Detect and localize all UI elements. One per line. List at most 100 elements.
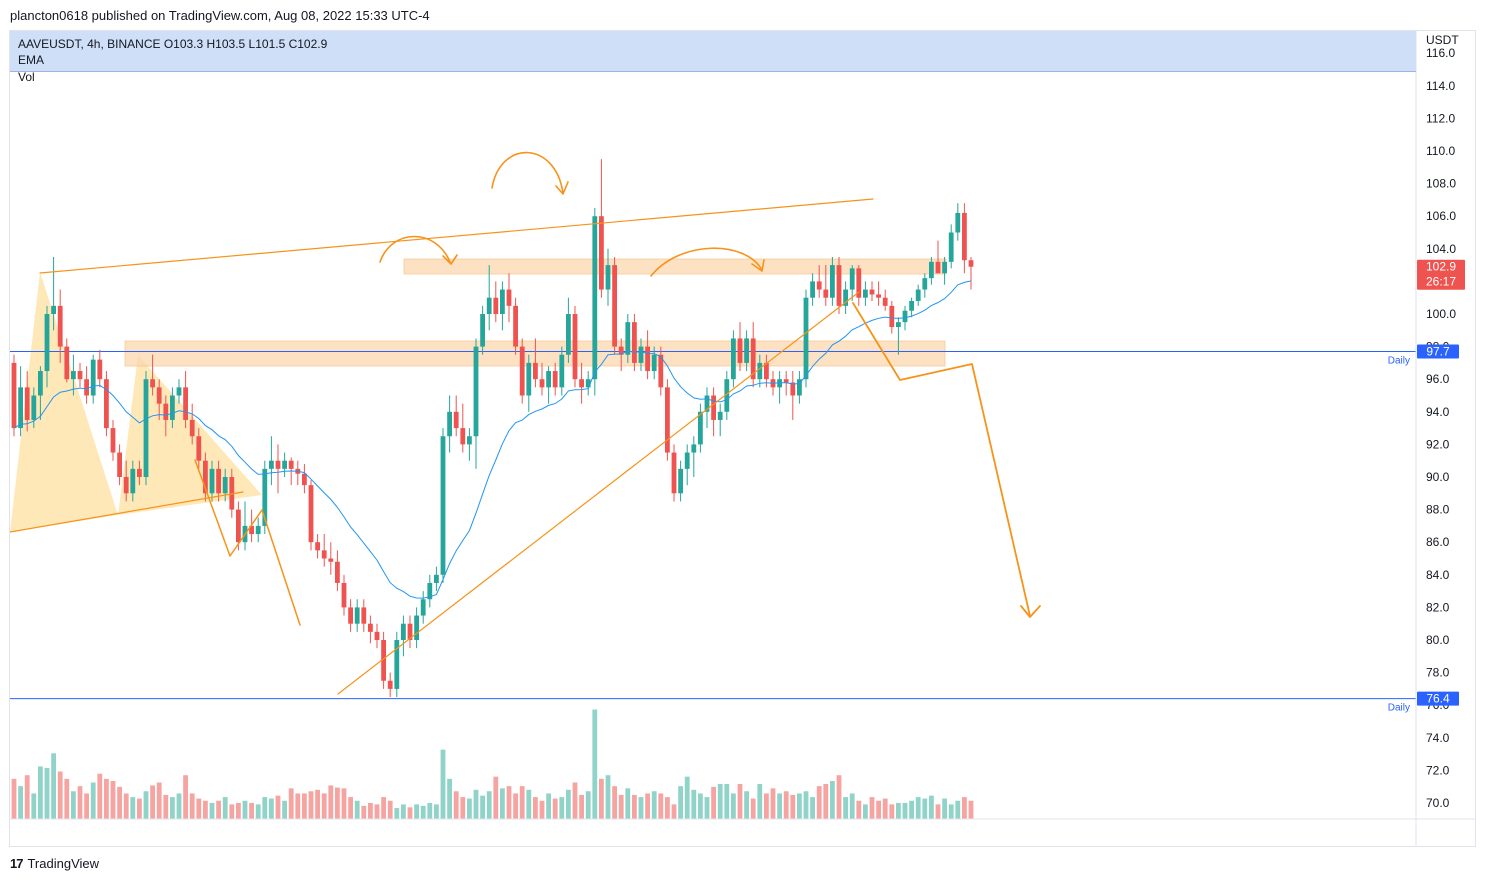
volume-bar	[863, 804, 868, 819]
price-tick-label: 100.0	[1426, 307, 1456, 321]
candle-body	[104, 379, 109, 429]
candle-body	[434, 574, 439, 583]
volume-bar	[156, 782, 162, 819]
candle-body	[44, 314, 50, 372]
candlestick-series	[11, 159, 974, 698]
volume-bar	[77, 786, 83, 819]
symbol-ohlc: AAVEUSDT, 4h, BINANCE O103.3 H103.5 L101…	[18, 37, 328, 51]
candle-body	[665, 387, 670, 453]
candle-body	[856, 268, 862, 298]
volume-bar	[882, 798, 888, 819]
candle-body	[929, 261, 934, 279]
candle-body	[24, 387, 30, 420]
candle-body	[97, 359, 103, 380]
volume-bar	[447, 778, 452, 819]
candle-body	[387, 680, 393, 689]
candle-body	[381, 640, 386, 681]
volume-bar	[18, 786, 23, 819]
volume-bar	[335, 787, 340, 819]
candle-body	[625, 322, 631, 355]
candle-body	[783, 379, 789, 383]
volume-bar	[737, 783, 743, 819]
candle-body	[869, 289, 875, 295]
candle-body	[150, 379, 155, 388]
candle-body	[315, 542, 320, 551]
candle-body	[18, 387, 23, 429]
price-tick-label: 112.0	[1426, 111, 1455, 125]
volume-bar	[203, 800, 208, 819]
candle-body	[51, 305, 56, 314]
volume-bar	[942, 798, 947, 819]
volume-bar	[104, 778, 109, 819]
price-tick-label: 72.0	[1426, 763, 1450, 777]
candle-body	[526, 362, 532, 396]
candle-body	[506, 289, 512, 306]
candle-body	[797, 379, 802, 396]
volume-bar	[579, 794, 584, 819]
price-tick-label: 78.0	[1426, 666, 1450, 680]
candle-body	[222, 477, 228, 494]
volume-bar	[348, 797, 353, 819]
volume-bar	[935, 804, 941, 819]
volume-bar	[519, 786, 525, 819]
candle-body	[572, 314, 578, 380]
candle-body	[612, 265, 617, 347]
volume-bar	[948, 804, 954, 819]
volume-bar	[24, 775, 30, 819]
candle-body	[143, 379, 149, 477]
chart-frame	[9, 30, 1476, 847]
volume-bar	[929, 795, 934, 819]
ema-label[interactable]: EMA	[18, 53, 45, 67]
volume-bar	[341, 788, 347, 819]
candle-body	[453, 411, 459, 429]
volume-bar	[566, 789, 571, 819]
volume-bar	[361, 805, 367, 819]
candle-body	[249, 525, 254, 535]
volume-bar	[401, 804, 406, 819]
candle-body	[513, 305, 518, 347]
candle-body	[38, 371, 43, 396]
tradingview-logo-icon: 17	[10, 856, 24, 871]
volume-bar	[64, 778, 70, 819]
candle-body	[830, 265, 835, 298]
volume-bar	[229, 804, 235, 819]
candle-body	[836, 265, 842, 306]
arc-head	[491, 151, 564, 194]
candle-body	[519, 346, 525, 396]
candle-body	[638, 346, 644, 363]
volume-bar	[546, 793, 551, 819]
volume-bar	[711, 786, 716, 819]
volume-bar	[585, 791, 591, 819]
candle-body	[744, 338, 749, 363]
volume-bar	[374, 804, 380, 819]
currency-label: USDT	[1426, 33, 1459, 47]
candle-body	[84, 379, 89, 396]
candle-body	[909, 300, 914, 311]
volume-bar	[394, 808, 400, 819]
candle-body	[764, 362, 769, 380]
badge-76-4: 76.4	[1426, 692, 1450, 706]
volume-bar	[830, 781, 835, 819]
volume-label[interactable]: Vol	[18, 70, 35, 84]
volume-bar	[671, 804, 677, 819]
volume-bar	[434, 804, 439, 819]
price-tick-label: 90.0	[1426, 470, 1450, 484]
candle-body	[493, 297, 499, 314]
candle-body	[282, 460, 287, 469]
candle-body	[117, 452, 122, 477]
volume-bar	[473, 789, 479, 819]
badge-last-price: 102.9	[1426, 260, 1456, 274]
candle-body	[803, 297, 809, 380]
volume-bar	[968, 800, 974, 819]
volume-bar	[552, 798, 558, 819]
footer-brand[interactable]: 17 TradingView	[10, 856, 99, 871]
candle-body	[236, 509, 241, 543]
badge-97-7-box	[1417, 344, 1459, 359]
volume-bar	[170, 797, 175, 819]
candle-body	[948, 232, 954, 262]
volume-bar	[163, 794, 169, 819]
candle-body	[658, 354, 664, 388]
volume-bar	[962, 797, 967, 819]
daily-levels: Daily Daily	[10, 350, 1416, 714]
